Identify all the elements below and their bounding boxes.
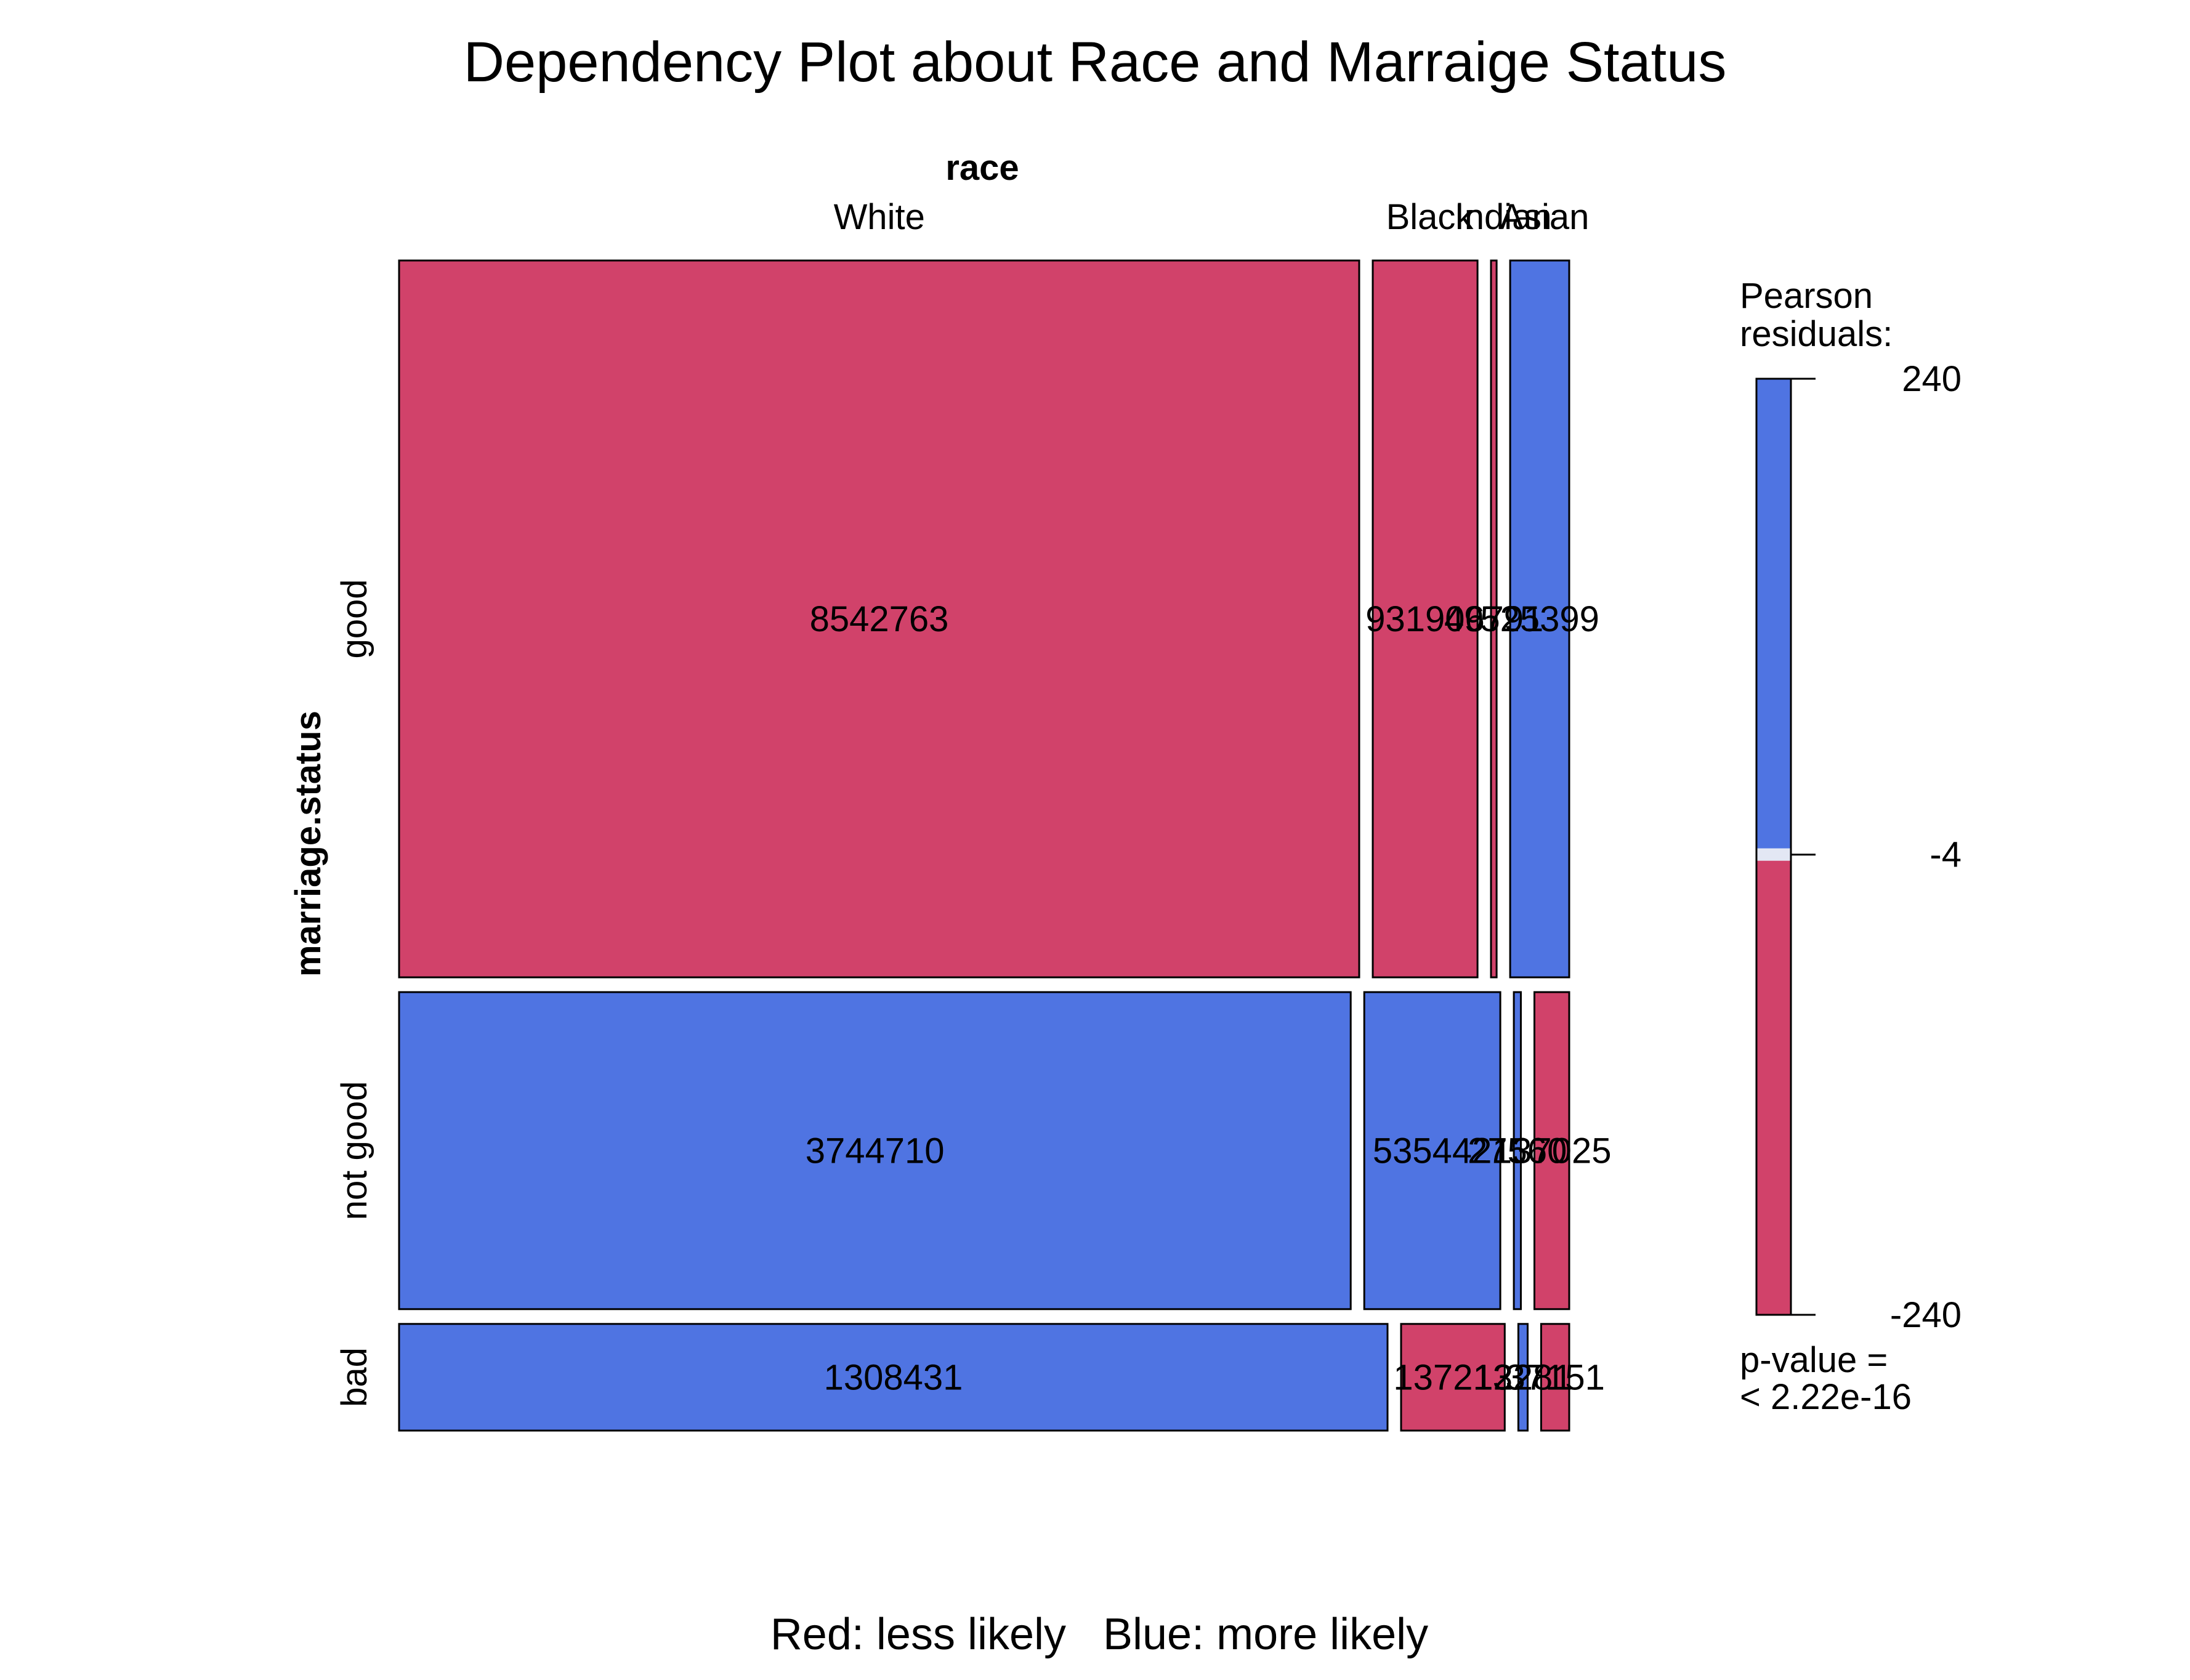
cell-label: 8542763 [810, 599, 949, 639]
cell-label: 37151 [1506, 1357, 1605, 1397]
tile-good-black [1372, 259, 1479, 979]
column-label-asian: Asian [1500, 197, 1589, 237]
cell-label: 3744710 [806, 1131, 945, 1171]
tile-not-good-indian [1513, 991, 1522, 1310]
legend-tick-label: 240 [1902, 359, 1962, 399]
cell-label: 535442 [1373, 1131, 1492, 1171]
residual-legend: Pearson residuals: 240 -4 -240 p-value = < … [1740, 276, 1962, 1417]
legend-tick-label: -4 [1929, 835, 1962, 875]
p-value: < 2.22e-16 [1740, 1377, 1912, 1417]
legend-bar-outline [1755, 378, 1792, 1316]
legend-positive-band [1756, 379, 1791, 849]
tile-bad-white [398, 1323, 1389, 1432]
cell-label: 49791 [1444, 599, 1543, 639]
column-label-black: Black [1386, 197, 1474, 237]
chart-title: Dependency Plot about Race and Marraige … [464, 31, 1727, 94]
legend-ticks: 240 -4 -240 [1791, 359, 1962, 1335]
tile-good-indian [1490, 259, 1498, 979]
tile-not-good-black [1363, 991, 1501, 1310]
column-axis-title: race [945, 148, 1019, 188]
footer-note: Red: less likely Blue: more likely [770, 1610, 1428, 1659]
tile-good-asian [1509, 259, 1570, 979]
row-axis-title: marriage.status [288, 711, 328, 977]
column-label-indian: Indian [1455, 197, 1552, 237]
cell-label: 525399 [1480, 599, 1599, 639]
cell-label: 931906 [1365, 599, 1485, 639]
tile-bad-asian [1540, 1323, 1570, 1432]
tile-good-white [398, 259, 1360, 979]
tile-bad-indian [1517, 1323, 1529, 1432]
legend-tick-label: -240 [1890, 1295, 1962, 1335]
legend-neutral-band [1756, 848, 1791, 861]
row-labels: good not good bad [334, 579, 374, 1407]
cell-label: 27560 [1468, 1131, 1567, 1171]
cell-label: 1308431 [824, 1357, 963, 1397]
row-label-bad: bad [334, 1347, 374, 1407]
column-label-white: White [834, 197, 925, 237]
mosaic-tiles [398, 259, 1570, 1432]
row-label-good: good [334, 579, 374, 658]
p-value-label: p-value = [1740, 1340, 1888, 1380]
cell-label: 137213 [1393, 1357, 1513, 1397]
legend-negative-band [1756, 860, 1791, 1315]
tile-not-good-white [398, 991, 1352, 1310]
tile-bad-black [1400, 1323, 1506, 1432]
cell-label: 137025 [1492, 1131, 1612, 1171]
cell-label: 12281 [1473, 1357, 1572, 1397]
tile-not-good-asian [1533, 991, 1570, 1310]
legend-color-bar [1755, 378, 1792, 1316]
legend-title: Pearson residuals: [1740, 276, 1893, 354]
row-label-not-good: not good [334, 1081, 374, 1221]
